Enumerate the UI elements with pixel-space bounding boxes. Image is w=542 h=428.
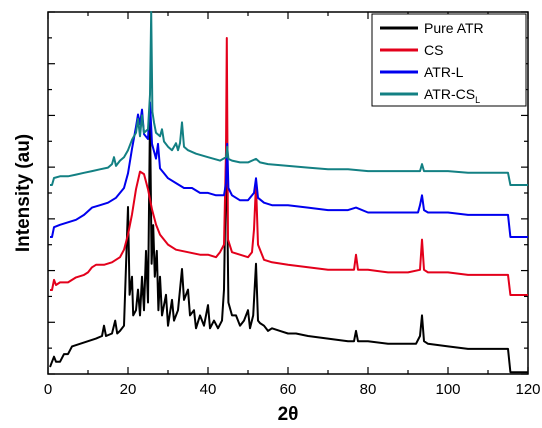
- legend-label: ATR-L: [424, 64, 464, 80]
- legend-label: CS: [424, 42, 443, 58]
- series-line-atr-l: [50, 101, 528, 238]
- x-tick-label: 120: [515, 381, 540, 398]
- y-axis-ticks: [48, 11, 528, 375]
- x-tick-label: 80: [360, 381, 377, 398]
- legend-label: Pure ATR: [424, 20, 484, 36]
- series-line-atr-cs-l: [50, 11, 528, 186]
- plot-area: 0 20 40 60 80 100 120: [44, 11, 541, 398]
- series-line-pure-atr: [49, 113, 528, 374]
- legend-label-subscript: L: [475, 95, 480, 105]
- series-layer: [49, 11, 528, 374]
- y-axis-label: Intensity (au): [13, 134, 34, 252]
- x-tick-label: 0: [44, 381, 52, 398]
- legend: Pure ATR CS ATR-L ATR-CSL: [371, 13, 527, 107]
- series-line-cs: [50, 37, 528, 296]
- x-axis-ticks: 0 20 40 60 80 100 120: [44, 12, 541, 398]
- x-tick-label: 40: [200, 381, 217, 398]
- x-tick-label: 20: [120, 381, 137, 398]
- x-tick-label: 60: [280, 381, 297, 398]
- legend-label: ATR-CSL: [424, 86, 480, 105]
- x-tick-label: 100: [435, 381, 460, 398]
- x-axis-label: 2θ: [278, 404, 299, 425]
